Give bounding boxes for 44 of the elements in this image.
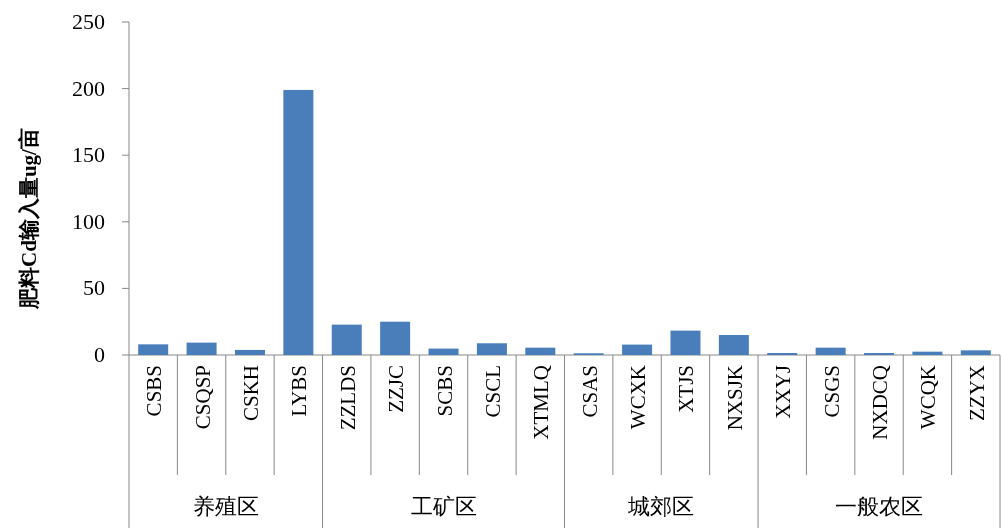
x-tick-label: ZZLDS	[335, 365, 360, 431]
y-tick-label: 250	[72, 9, 105, 34]
x-tick-label: XTMLQ	[529, 365, 554, 440]
x-tick-label: CSCL	[480, 365, 505, 418]
bar	[476, 343, 507, 355]
y-axis-title: 肥料Cd输入量ug/亩	[17, 128, 41, 310]
text: 工矿区	[410, 494, 477, 519]
x-tick-label: SCBS	[432, 365, 457, 417]
x-tick-label: WCQK	[916, 365, 941, 430]
bar	[622, 344, 653, 355]
bar	[380, 321, 411, 355]
x-tick-label: WCXK	[626, 365, 651, 430]
bar	[138, 344, 169, 355]
x-tick-label: NXDCQ	[868, 365, 893, 440]
bar	[186, 342, 217, 355]
x-tick-label: CSBS	[142, 365, 167, 417]
bar	[670, 330, 701, 355]
y-tick-label: 150	[72, 142, 105, 168]
x-tick-label: LYBS	[287, 365, 312, 417]
x-tick-label: CSAS	[577, 365, 602, 418]
y-tick-label: 0	[94, 342, 105, 367]
x-tick-label: CSQSP	[190, 365, 215, 430]
x-tick-label: NXSJK	[722, 365, 747, 431]
x-tick-label: ZZYX	[964, 365, 989, 421]
bar	[815, 347, 846, 355]
text: 城郊区	[627, 494, 695, 519]
bar	[718, 335, 749, 355]
bar	[912, 351, 943, 355]
bar	[428, 348, 459, 355]
x-tick-label: CSGS	[819, 365, 844, 418]
x-tick-label: ZZJC	[384, 365, 409, 413]
bar	[283, 89, 314, 355]
y-tick-label: 50	[83, 275, 105, 301]
x-tick-label: XTJS	[674, 365, 699, 413]
text: 一般农区	[835, 494, 924, 519]
bar	[331, 324, 362, 355]
bar	[234, 349, 265, 355]
y-tick-label: 100	[72, 208, 105, 234]
text: 养殖区	[192, 494, 259, 519]
x-tick-label: CSKH	[238, 365, 263, 422]
bar	[525, 347, 556, 355]
y-tick-label: 200	[72, 75, 105, 101]
x-tick-label: XXYJ	[771, 365, 796, 419]
bar	[960, 350, 991, 355]
